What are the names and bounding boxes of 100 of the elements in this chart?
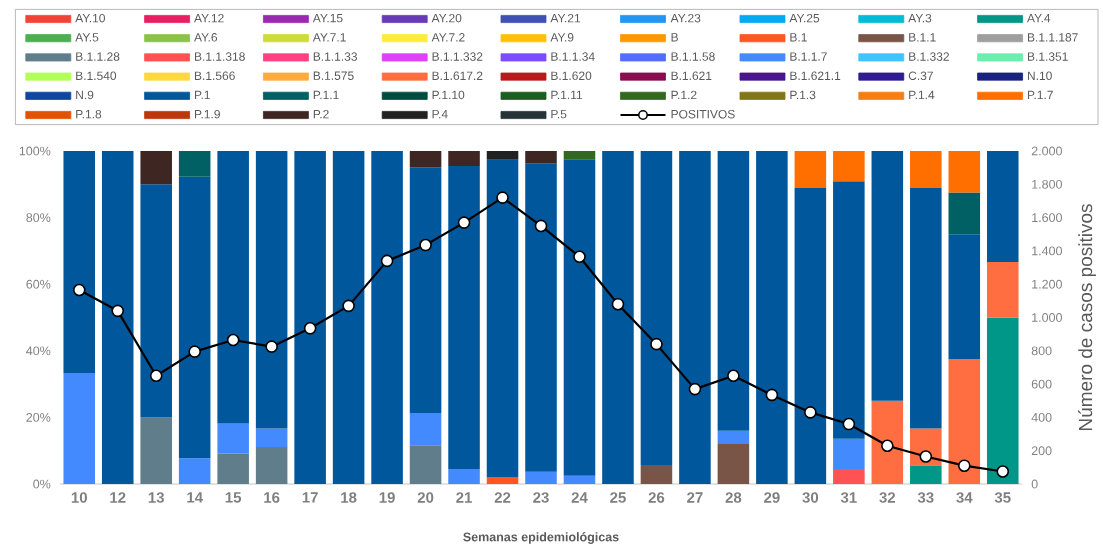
legend-label: N.10 xyxy=(1027,71,1052,80)
legend-label: B.1.1 xyxy=(909,33,936,42)
bar xyxy=(717,430,750,445)
bar xyxy=(602,151,634,484)
bar xyxy=(448,469,480,484)
bar xyxy=(217,453,249,484)
point xyxy=(996,465,1010,478)
bar xyxy=(294,151,326,484)
legend-label: P.1.2 xyxy=(671,90,697,100)
x-tick-label: 33 xyxy=(917,492,934,503)
bar xyxy=(871,151,904,401)
legend-label: B.1.1.28 xyxy=(76,52,120,61)
x-tick-label: 32 xyxy=(879,492,896,503)
bar xyxy=(448,165,480,470)
x-tick-label: 17 xyxy=(302,492,318,503)
legend-label: AY.21 xyxy=(550,13,581,23)
legend-label: AY.3 xyxy=(908,13,932,23)
legend-label: AY.7.2 xyxy=(431,33,465,42)
point xyxy=(573,250,586,264)
bar xyxy=(140,417,172,484)
legend-label: P.2 xyxy=(313,109,329,119)
legend-label: B.1.1.34 xyxy=(551,52,595,61)
bar xyxy=(178,151,211,177)
bar xyxy=(371,151,403,484)
legend-label: B.1.1.318 xyxy=(194,52,245,61)
x-tick-label: 29 xyxy=(764,492,780,503)
bar xyxy=(409,413,442,446)
legend-label: P.1.7 xyxy=(1027,90,1053,100)
legend-label: P.1.8 xyxy=(76,109,102,119)
legend-label: B.1.1.332 xyxy=(432,52,483,61)
legend-label: AY.23 xyxy=(670,13,701,23)
point xyxy=(380,254,394,268)
point xyxy=(919,450,933,463)
point xyxy=(957,459,971,472)
bar xyxy=(948,359,981,484)
legend-label: N.9 xyxy=(76,90,94,100)
x-tick-label: 16 xyxy=(264,492,280,503)
point xyxy=(111,304,125,318)
x-tick-label: 30 xyxy=(802,492,819,503)
point xyxy=(496,191,509,204)
x-tick-label: 13 xyxy=(148,492,164,503)
legend-label: P.1.10 xyxy=(432,90,465,100)
bar xyxy=(871,400,904,484)
y2-tick-label: 200 xyxy=(1031,446,1052,456)
x-tick-label: 10 xyxy=(71,492,87,503)
y-tick-label: 60% xyxy=(26,279,51,289)
bar xyxy=(140,151,172,185)
legend-label: AY.4 xyxy=(1027,13,1051,23)
y2-tick-label: 1.000 xyxy=(1032,313,1062,322)
legend-label: B.1.566 xyxy=(194,71,235,80)
bar xyxy=(563,159,596,476)
bar xyxy=(640,465,673,484)
legend-label: P.1.9 xyxy=(194,109,220,119)
legend-label: AY.5 xyxy=(75,33,99,42)
legend-label: B.1.540 xyxy=(76,71,117,80)
bar xyxy=(525,163,557,472)
bar xyxy=(525,151,557,164)
bar xyxy=(178,176,211,459)
point xyxy=(688,382,702,396)
bar xyxy=(563,151,596,160)
bar xyxy=(794,151,827,188)
bar xyxy=(217,151,249,424)
bar xyxy=(63,373,96,484)
y2-tick-label: 2.000 xyxy=(1031,146,1062,156)
legend-label: B.1.617.2 xyxy=(432,71,483,80)
point xyxy=(265,340,278,353)
bar xyxy=(986,317,1019,484)
x-tick-label: 22 xyxy=(494,492,511,503)
point xyxy=(534,219,548,233)
x-tick-label: 24 xyxy=(571,492,588,503)
point xyxy=(765,388,779,402)
bar xyxy=(910,187,942,429)
y2-tick-label: 400 xyxy=(1031,412,1052,422)
bar xyxy=(948,192,981,235)
bar xyxy=(948,234,981,360)
point xyxy=(419,238,432,252)
bar xyxy=(255,428,288,448)
bar xyxy=(833,151,865,182)
legend-label: AY.9 xyxy=(550,33,574,42)
legend-label: AY.15 xyxy=(312,13,343,23)
point xyxy=(881,439,894,453)
point xyxy=(72,283,86,297)
bar xyxy=(640,151,673,466)
point xyxy=(303,322,317,335)
bar xyxy=(217,423,249,454)
bar xyxy=(409,151,442,168)
x-tick-label: 18 xyxy=(341,492,357,503)
x-tick-label: 25 xyxy=(610,492,626,503)
point xyxy=(188,345,201,358)
legend-label: P.1.4 xyxy=(909,90,935,100)
bar xyxy=(756,151,788,484)
x-tick-label: 31 xyxy=(840,492,857,503)
y2-tick-label: 600 xyxy=(1031,379,1052,389)
bar xyxy=(986,151,1019,262)
legend-label: B.1.620 xyxy=(551,71,592,80)
bar xyxy=(833,181,865,439)
x-tick-label: 35 xyxy=(994,492,1011,503)
point xyxy=(149,369,163,383)
y2-tick-label: 1.800 xyxy=(1032,179,1062,189)
legend-label: P.1 xyxy=(194,90,210,100)
